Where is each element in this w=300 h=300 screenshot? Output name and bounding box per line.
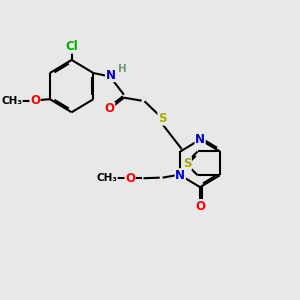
Text: S: S <box>158 112 167 125</box>
Text: O: O <box>30 94 40 107</box>
Text: N: N <box>106 69 116 82</box>
Text: O: O <box>195 200 205 213</box>
Text: N: N <box>195 133 205 146</box>
Text: Cl: Cl <box>65 40 78 53</box>
Text: O: O <box>105 103 115 116</box>
Text: CH₃: CH₃ <box>96 173 117 183</box>
Text: O: O <box>125 172 135 185</box>
Text: S: S <box>183 157 191 170</box>
Text: N: N <box>175 169 185 182</box>
Text: CH₃: CH₃ <box>1 96 22 106</box>
Text: H: H <box>118 64 126 74</box>
